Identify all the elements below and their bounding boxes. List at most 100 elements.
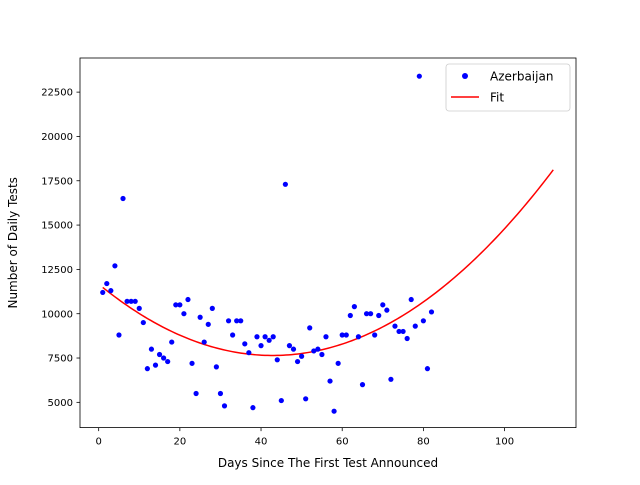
data-point — [132, 298, 138, 304]
y-tick-label: 5000 — [48, 398, 73, 409]
x-tick-label: 60 — [336, 437, 349, 448]
data-point — [380, 302, 386, 308]
data-point — [270, 334, 276, 340]
data-point — [197, 314, 203, 320]
data-point — [262, 334, 268, 340]
data-point — [323, 334, 329, 340]
data-point — [274, 357, 280, 363]
data-point — [152, 362, 159, 368]
data-point — [124, 298, 130, 304]
data-point — [315, 346, 321, 352]
data-point — [169, 339, 175, 345]
y-tick-label: 12500 — [41, 265, 73, 276]
data-point — [363, 311, 370, 317]
data-point — [181, 311, 187, 317]
data-point — [376, 312, 382, 319]
data-point — [156, 351, 163, 358]
data-point — [258, 343, 264, 349]
y-axis-label: Number of Daily Tests — [6, 177, 20, 308]
data-point — [424, 366, 431, 372]
data-point — [331, 408, 337, 414]
data-point — [221, 403, 228, 409]
y-tick-label: 22500 — [41, 88, 73, 99]
legend: Azerbaijan Fit — [445, 63, 571, 112]
data-point — [294, 358, 301, 365]
x-tick-label: 40 — [255, 437, 268, 448]
data-point — [209, 305, 215, 311]
data-point — [420, 318, 426, 324]
data-point — [112, 263, 118, 269]
fit-curve — [102, 169, 554, 357]
x-tick-label: 100 — [495, 437, 514, 448]
data-point — [404, 335, 410, 342]
data-point — [335, 360, 341, 366]
data-point — [400, 328, 406, 335]
data-point — [359, 382, 366, 388]
data-point — [372, 332, 378, 338]
data-point — [392, 323, 398, 329]
data-point — [242, 341, 248, 347]
data-point — [327, 378, 333, 384]
data-point — [193, 390, 199, 397]
data-point — [299, 353, 305, 359]
data-point — [144, 366, 150, 372]
legend-label-fit: Fit — [490, 91, 504, 105]
data-point — [161, 355, 167, 361]
axis-ticks: 0 20 40 60 80 100 5000 7500 10000 12500 15000 17500… — [41, 88, 514, 448]
plot-area — [100, 73, 554, 414]
y-tick-label: 10000 — [41, 309, 73, 320]
data-point — [412, 323, 418, 329]
x-axis-label: Days Since The First Test Announced — [218, 456, 438, 470]
axes-frame — [79, 57, 577, 429]
data-point — [136, 305, 142, 311]
data-point — [230, 332, 236, 338]
data-point — [416, 73, 422, 79]
legend-label-azerbaijan: Azerbaijan — [490, 70, 553, 84]
data-point — [205, 321, 211, 327]
x-tick-label: 0 — [95, 437, 101, 448]
data-point — [250, 405, 256, 411]
data-point — [225, 318, 232, 324]
data-point — [339, 332, 345, 338]
data-point — [165, 358, 171, 365]
x-tick-label: 20 — [173, 437, 186, 448]
data-point — [347, 312, 353, 319]
data-point — [238, 318, 244, 324]
data-point — [278, 397, 284, 404]
data-point — [201, 339, 207, 345]
data-point — [213, 364, 219, 370]
data-point — [343, 332, 349, 338]
data-point — [396, 328, 402, 335]
data-point — [303, 396, 309, 402]
data-point — [311, 348, 317, 354]
data-point — [128, 298, 134, 304]
data-point — [254, 334, 260, 340]
data-point — [140, 319, 146, 326]
data-point — [177, 302, 183, 308]
y-tick-label: 17500 — [41, 176, 73, 187]
data-point — [217, 390, 224, 397]
data-point — [355, 334, 362, 340]
data-point — [282, 181, 288, 187]
data-point — [286, 343, 293, 349]
data-point — [104, 280, 110, 287]
data-point — [108, 288, 114, 294]
data-point — [351, 304, 357, 310]
data-point — [120, 195, 126, 202]
x-tick-label: 80 — [417, 437, 430, 448]
data-point — [290, 346, 297, 352]
data-point — [185, 296, 191, 303]
data-point — [246, 350, 252, 356]
data-point — [266, 337, 272, 343]
data-point — [189, 360, 195, 366]
data-point — [368, 311, 374, 317]
y-tick-label: 20000 — [41, 132, 73, 143]
y-tick-label: 15000 — [41, 221, 73, 232]
data-point — [173, 302, 179, 308]
legend-scatter-marker — [462, 73, 468, 79]
data-point — [384, 307, 390, 313]
y-tick-label: 7500 — [48, 354, 73, 365]
data-point — [408, 296, 414, 303]
data-point — [148, 346, 155, 352]
